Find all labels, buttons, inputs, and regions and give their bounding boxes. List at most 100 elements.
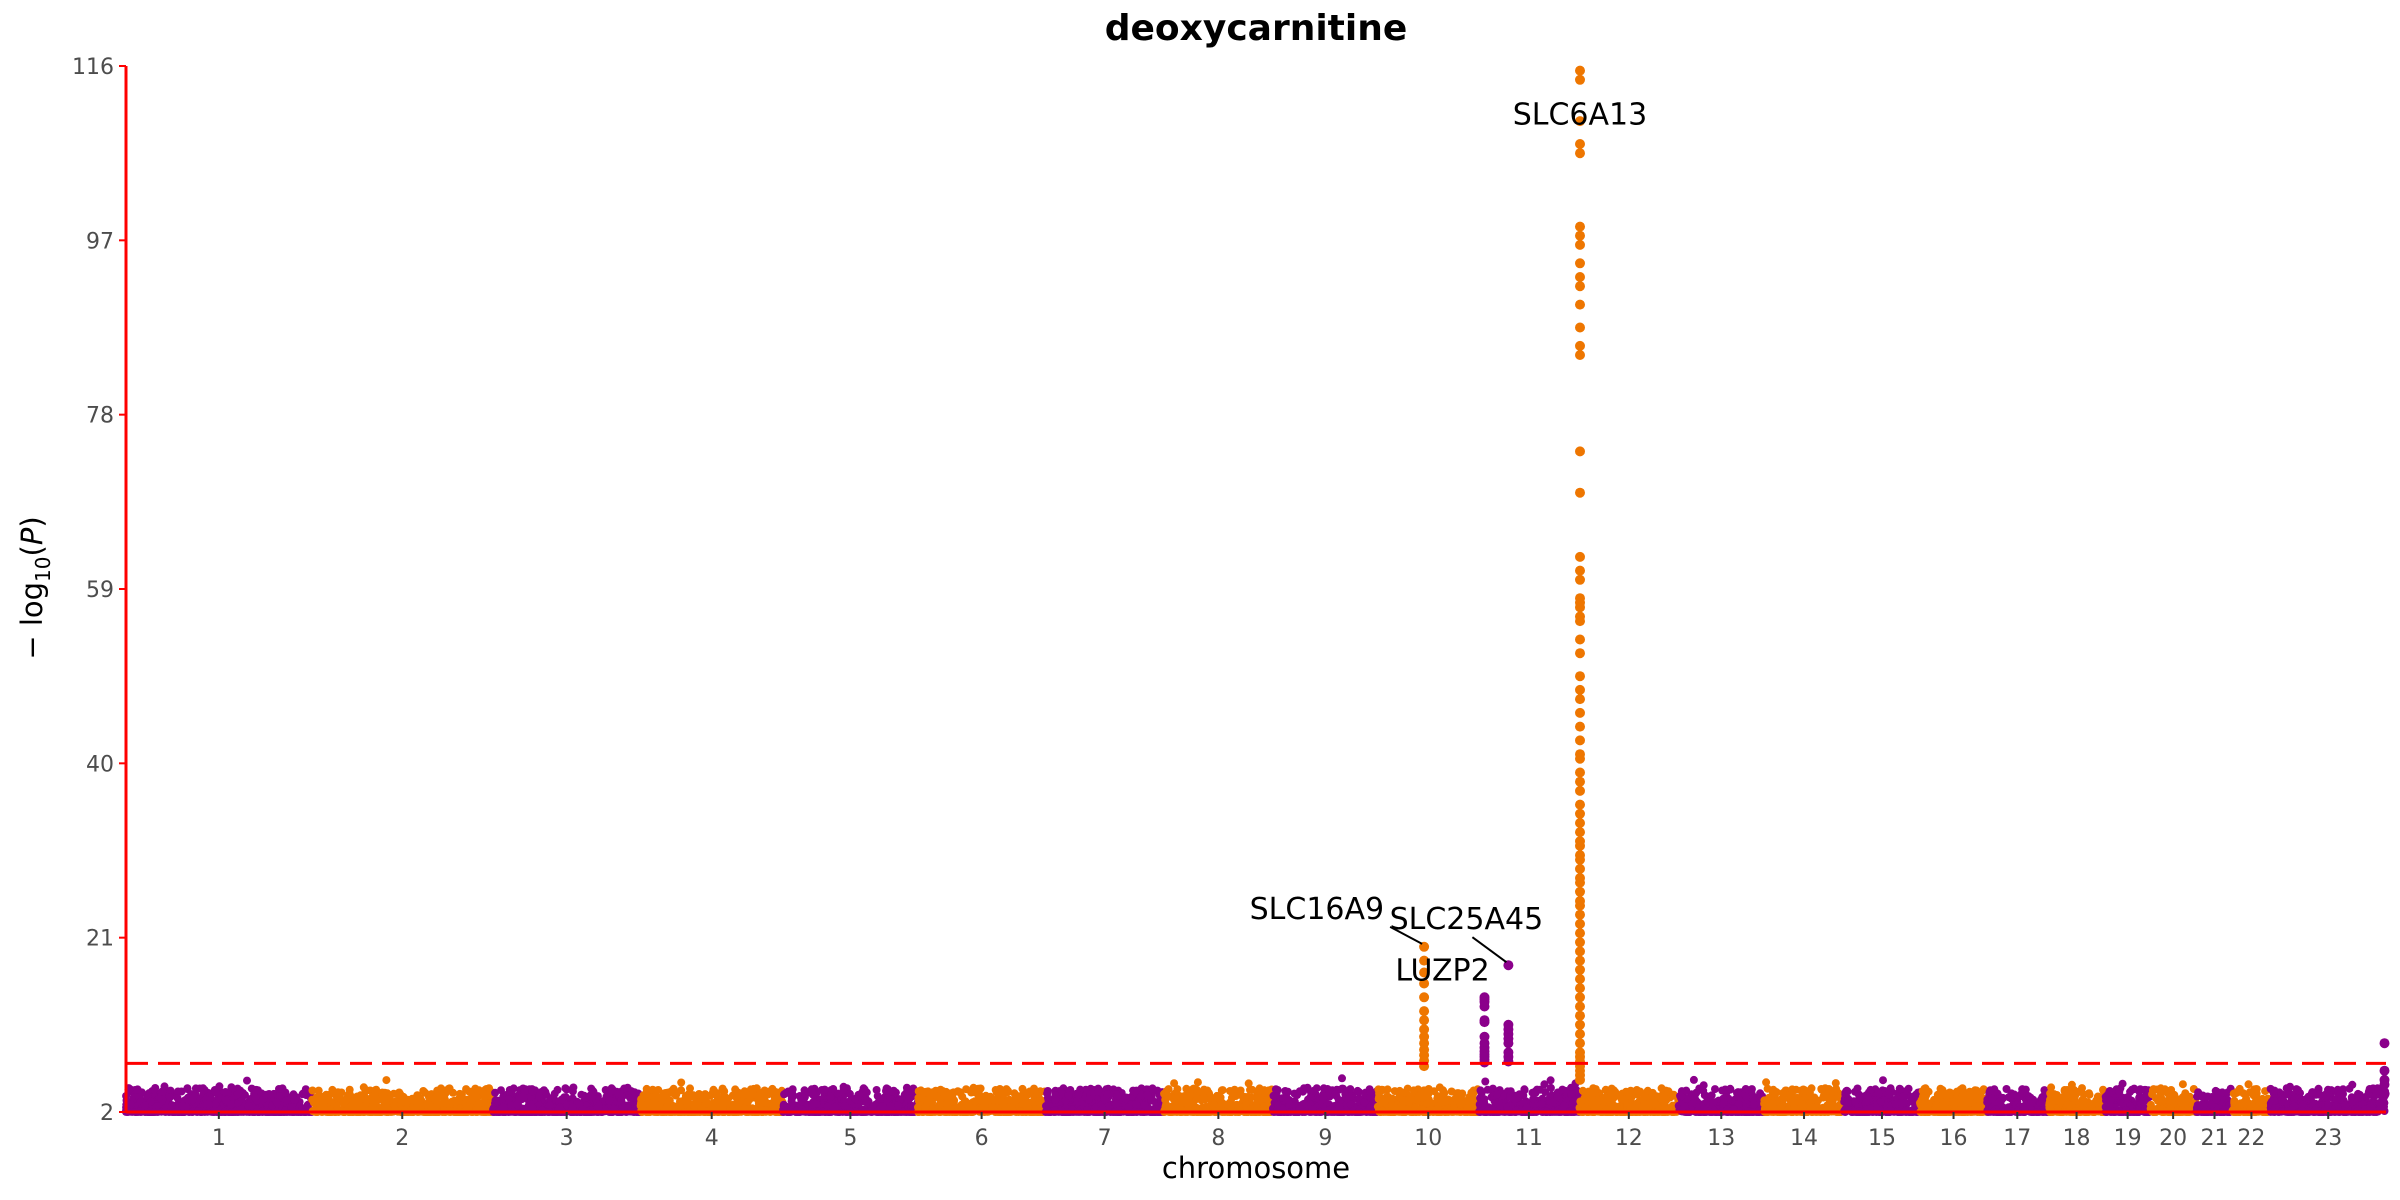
data-point — [1319, 1094, 1328, 1103]
data-point — [492, 1096, 501, 1105]
data-point — [470, 1086, 478, 1095]
data-point — [1295, 1087, 1304, 1096]
data-point — [1081, 1085, 1090, 1094]
data-point — [158, 1087, 167, 1096]
data-point — [652, 1086, 660, 1095]
data-point — [808, 1100, 817, 1109]
data-point — [608, 1087, 617, 1095]
data-point — [227, 1083, 236, 1092]
data-point — [949, 1098, 958, 1107]
chromosome-points-2 — [308, 1076, 497, 1116]
data-point — [308, 1095, 317, 1104]
data-point — [1244, 1079, 1253, 1088]
data-point — [1005, 1095, 1014, 1104]
data-point — [1335, 1102, 1344, 1111]
data-point — [382, 1076, 391, 1085]
data-point — [1217, 1098, 1226, 1107]
data-point — [807, 1085, 816, 1094]
data-point — [555, 1103, 564, 1112]
data-point — [953, 1087, 962, 1096]
data-point — [965, 1102, 974, 1111]
data-point — [1481, 1077, 1490, 1086]
data-point — [999, 1087, 1008, 1096]
data-point — [455, 1089, 464, 1098]
data-point — [1198, 1095, 1207, 1103]
data-point — [1255, 1084, 1264, 1093]
data-point — [701, 1090, 710, 1099]
data-point — [183, 1084, 192, 1093]
data-point — [1218, 1086, 1227, 1095]
data-point — [221, 1096, 230, 1105]
data-point — [884, 1085, 892, 1094]
data-point — [1260, 1102, 1269, 1111]
data-point — [504, 1095, 513, 1104]
data-point — [1100, 1095, 1109, 1104]
data-point — [417, 1102, 426, 1111]
data-point — [178, 1101, 187, 1110]
data-point — [1113, 1092, 1122, 1101]
data-point — [345, 1089, 354, 1098]
data-point — [1189, 1084, 1198, 1093]
data-point — [550, 1089, 559, 1098]
chromosome-points-11 — [1475, 1076, 1583, 1116]
data-point — [1229, 1090, 1237, 1099]
data-point — [839, 1085, 848, 1094]
data-point — [1043, 1093, 1052, 1102]
data-point — [800, 1086, 809, 1095]
data-point — [718, 1103, 727, 1112]
data-point — [302, 1091, 311, 1100]
data-point — [1043, 1087, 1052, 1095]
data-point — [1140, 1101, 1149, 1110]
data-point — [1184, 1101, 1193, 1110]
data-point — [1169, 1094, 1178, 1103]
data-point — [643, 1087, 651, 1095]
data-point — [1193, 1078, 1202, 1087]
data-point — [349, 1102, 357, 1110]
data-point — [1331, 1090, 1340, 1099]
data-point — [359, 1083, 368, 1092]
data-point — [146, 1097, 155, 1106]
data-point — [440, 1098, 449, 1107]
data-point — [1182, 1090, 1191, 1099]
data-point — [1163, 1091, 1172, 1100]
data-point — [878, 1102, 887, 1111]
data-point — [914, 1093, 923, 1102]
data-point — [243, 1076, 251, 1085]
data-point — [1346, 1093, 1355, 1102]
data-point — [513, 1100, 522, 1108]
data-point — [1269, 1091, 1278, 1100]
data-point — [308, 1086, 317, 1095]
data-point — [1246, 1085, 1254, 1094]
data-point — [730, 1092, 739, 1101]
data-point — [528, 1104, 537, 1113]
data-point — [834, 1089, 842, 1098]
data-point — [380, 1088, 389, 1097]
data-point — [697, 1104, 706, 1113]
data-point — [902, 1083, 911, 1092]
data-point — [1427, 1099, 1436, 1108]
data-point — [569, 1083, 578, 1092]
data-point — [1147, 1096, 1156, 1105]
data-point — [342, 1096, 351, 1105]
data-point — [872, 1086, 881, 1094]
data-point — [356, 1094, 365, 1103]
data-point — [617, 1096, 626, 1105]
data-point — [1440, 1089, 1449, 1097]
data-point — [443, 1086, 452, 1095]
data-point — [677, 1078, 686, 1087]
data-point — [562, 1085, 571, 1094]
data-point — [623, 1083, 632, 1092]
data-point — [851, 1094, 860, 1103]
data-point — [1469, 1086, 1478, 1095]
data-point — [1132, 1100, 1141, 1109]
data-point — [430, 1095, 439, 1104]
data-point — [947, 1089, 956, 1098]
chromosome-points-1 — [122, 1076, 316, 1116]
data-point — [301, 1085, 310, 1094]
data-point — [520, 1087, 529, 1096]
data-point — [251, 1093, 260, 1102]
data-point — [389, 1089, 398, 1098]
data-point — [581, 1093, 590, 1102]
data-point — [317, 1092, 325, 1101]
